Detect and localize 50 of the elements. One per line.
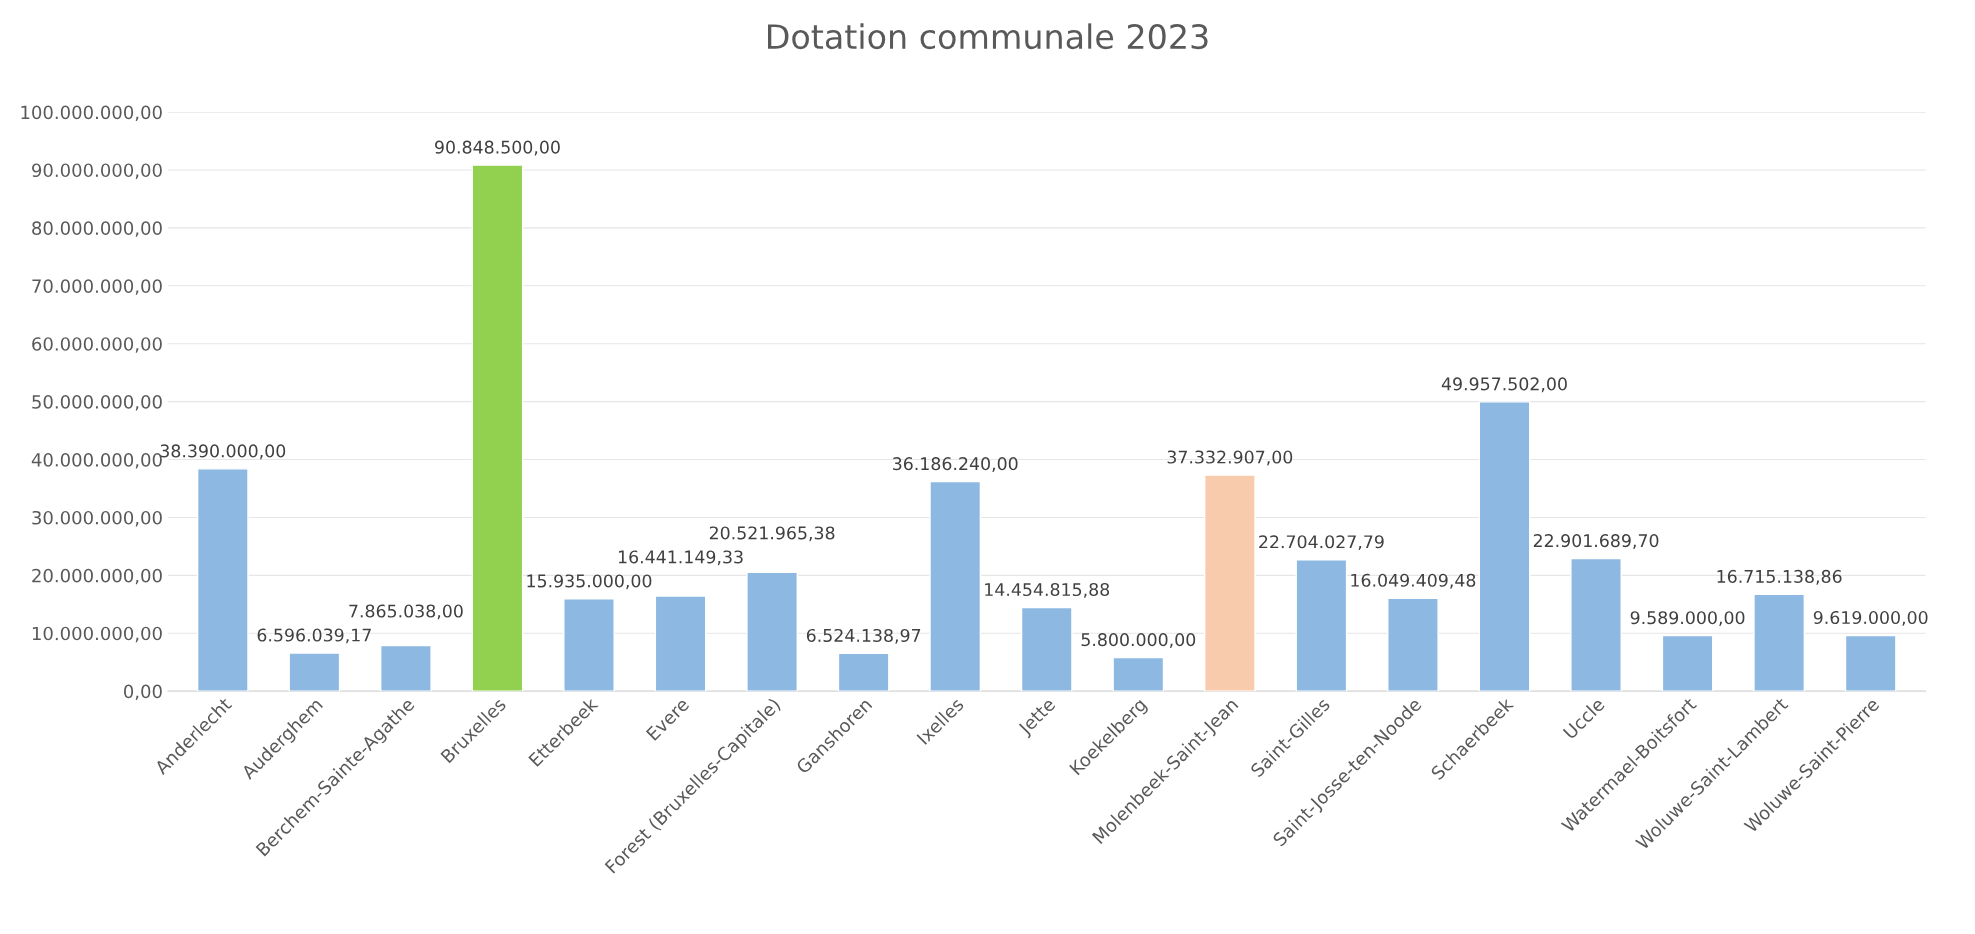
data-label: 16.049.409,48 — [1351, 573, 1476, 589]
y-tick-label: 60.000.000,00 — [32, 337, 162, 353]
data-label: 15.935.000,00 — [527, 574, 652, 590]
bar — [1753, 593, 1806, 692]
bar — [196, 468, 249, 692]
bar — [1844, 634, 1897, 692]
data-label: 16.441.149,33 — [618, 550, 743, 566]
data-label: 38.390.000,00 — [160, 444, 286, 460]
bar — [1570, 557, 1622, 692]
bar — [1478, 401, 1531, 692]
y-tick-label: 0,00 — [124, 684, 162, 701]
data-label: 7.865.038,00 — [349, 604, 463, 620]
bar — [746, 571, 798, 692]
bar — [288, 652, 341, 692]
data-label: 6.596.039,17 — [257, 628, 371, 644]
data-label: 36.186.240,00 — [893, 457, 1018, 473]
y-tick-label: 80.000.000,00 — [32, 221, 162, 237]
bar — [563, 598, 615, 692]
bar — [1203, 474, 1256, 692]
data-label: 20.521.965,38 — [709, 526, 835, 542]
bar — [1112, 656, 1165, 692]
bar — [1661, 634, 1714, 692]
y-tick-label: 40.000.000,00 — [31, 452, 162, 469]
bar — [837, 652, 890, 692]
bar — [1295, 558, 1348, 692]
bar — [1020, 606, 1073, 692]
y-tick-label: 90.000.000,00 — [32, 163, 162, 179]
data-label: 49.957.502,00 — [1441, 377, 1567, 393]
y-tick-label: 20.000.000,00 — [32, 568, 162, 585]
y-tick-label: 10.000.000,00 — [32, 626, 162, 643]
chart-title: Dotation communale 2023 — [768, 23, 1208, 50]
data-label: 14.454.815,88 — [985, 582, 1110, 598]
y-tick-label: 50.000.000,00 — [32, 395, 162, 411]
data-label: 22.901.689,70 — [1533, 534, 1659, 549]
data-label: 22.704.027,79 — [1259, 535, 1384, 551]
bar — [471, 164, 524, 692]
data-label: 16.715.138,86 — [1717, 569, 1842, 585]
data-label: 5.800.000,00 — [1081, 633, 1196, 648]
y-tick-label: 30.000.000,00 — [32, 510, 162, 527]
bar — [929, 480, 982, 692]
bar — [1387, 597, 1439, 692]
bar — [380, 644, 432, 692]
data-label: 6.524.138,97 — [806, 628, 921, 644]
data-label: 37.332.907,00 — [1167, 450, 1293, 466]
data-label: 9.589.000,00 — [1630, 611, 1745, 627]
y-tick-label: 100.000.000,00 — [21, 105, 162, 122]
data-label: 90.848.500,00 — [435, 140, 560, 156]
y-tick-label: 70.000.000,00 — [32, 279, 162, 295]
data-label: 9.619.000,00 — [1813, 610, 1928, 626]
bar — [654, 595, 707, 692]
